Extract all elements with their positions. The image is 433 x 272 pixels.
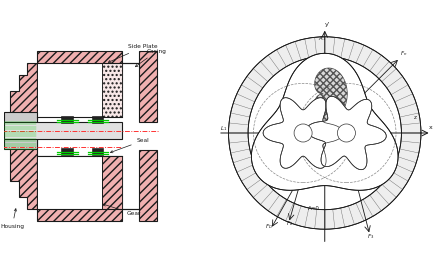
Bar [37, 63, 102, 117]
Bar [61, 148, 72, 155]
Text: y': y' [324, 22, 330, 27]
Text: Seal: Seal [110, 138, 149, 153]
Text: $p_2$: $p_2$ [341, 113, 348, 121]
Polygon shape [315, 68, 347, 120]
Text: $A_1$: $A_1$ [318, 34, 326, 43]
Bar [37, 156, 102, 209]
Bar [92, 116, 103, 123]
Bar [102, 63, 123, 117]
Text: $p_1$: $p_1$ [311, 109, 318, 116]
Text: $e_1$: $e_1$ [290, 116, 297, 124]
Text: A=0: A=0 [308, 206, 320, 211]
Text: $F_2$: $F_2$ [286, 219, 293, 228]
Bar [61, 116, 72, 123]
Polygon shape [37, 63, 61, 116]
Text: $F_n$: $F_n$ [400, 49, 407, 58]
Polygon shape [37, 150, 157, 221]
Polygon shape [10, 63, 37, 209]
Polygon shape [102, 63, 123, 116]
Text: $m$: $m$ [329, 143, 336, 150]
Polygon shape [263, 98, 343, 168]
Text: z: z [414, 115, 417, 120]
Polygon shape [102, 156, 123, 209]
Text: x: x [429, 125, 432, 130]
Text: $F_3$: $F_3$ [367, 232, 374, 241]
Bar [4, 112, 37, 149]
Circle shape [294, 124, 312, 142]
Circle shape [337, 124, 355, 142]
Polygon shape [307, 96, 386, 170]
Text: $L_1$: $L_1$ [220, 125, 227, 134]
Bar [92, 148, 103, 155]
Polygon shape [37, 156, 61, 209]
Text: $F_D$: $F_D$ [265, 222, 272, 231]
Polygon shape [252, 53, 398, 190]
Text: Casing: Casing [136, 49, 167, 67]
Text: Housing: Housing [0, 209, 24, 228]
Polygon shape [37, 51, 157, 122]
Bar [4, 122, 123, 139]
Text: Side Plate: Side Plate [108, 45, 158, 63]
Text: Gear: Gear [103, 204, 141, 216]
